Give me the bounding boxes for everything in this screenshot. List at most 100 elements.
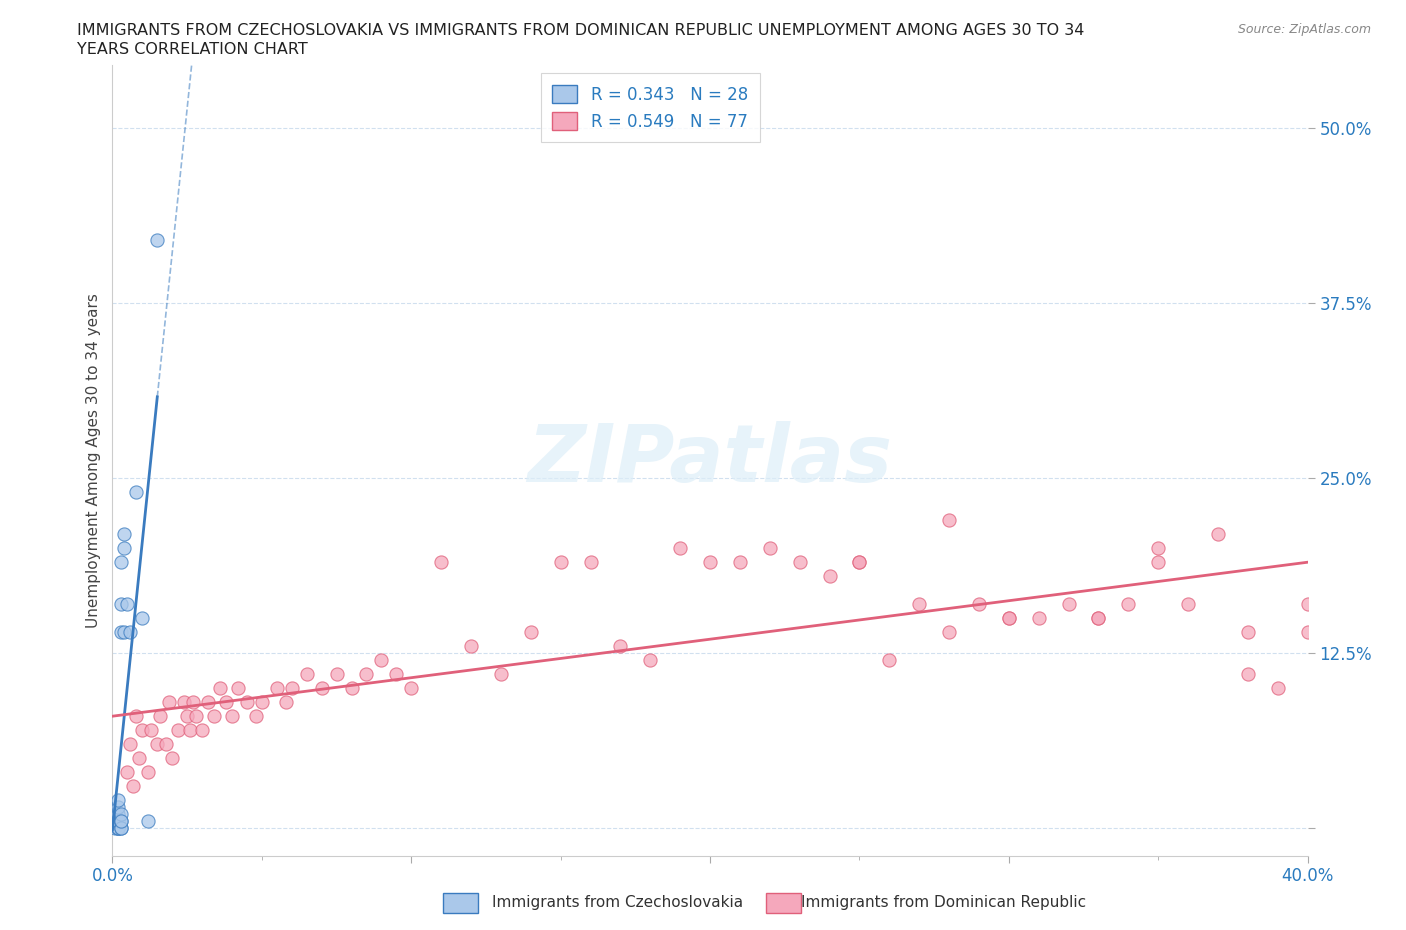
Point bbox=[104, 806, 127, 821]
Point bbox=[1296, 596, 1319, 611]
Point bbox=[938, 512, 960, 527]
Point bbox=[728, 554, 751, 569]
Point bbox=[104, 820, 127, 835]
Point bbox=[1118, 596, 1140, 611]
Point bbox=[155, 737, 177, 751]
Point bbox=[1147, 554, 1170, 569]
Point bbox=[550, 554, 572, 569]
Point bbox=[202, 709, 225, 724]
Point bbox=[107, 820, 129, 835]
Point bbox=[120, 737, 142, 751]
Point bbox=[107, 799, 129, 814]
Y-axis label: Unemployment Among Ages 30 to 34 years: Unemployment Among Ages 30 to 34 years bbox=[86, 293, 101, 628]
Point bbox=[149, 709, 172, 724]
Point bbox=[138, 764, 160, 779]
Point bbox=[266, 680, 288, 695]
Point bbox=[295, 666, 318, 681]
Point bbox=[250, 695, 273, 710]
Point bbox=[107, 813, 129, 828]
Point bbox=[340, 680, 363, 695]
Point bbox=[579, 554, 602, 569]
Point bbox=[356, 666, 378, 681]
Point bbox=[998, 610, 1021, 625]
Point bbox=[609, 638, 631, 653]
Point bbox=[1206, 526, 1229, 541]
Point bbox=[1028, 610, 1050, 625]
Point bbox=[848, 554, 870, 569]
Point bbox=[110, 813, 132, 828]
Point bbox=[226, 680, 249, 695]
Point bbox=[197, 695, 219, 710]
Point bbox=[1267, 680, 1289, 695]
Point bbox=[125, 709, 148, 724]
Point bbox=[879, 652, 901, 667]
Point bbox=[370, 652, 392, 667]
Point bbox=[221, 709, 243, 724]
Point bbox=[110, 554, 132, 569]
Point bbox=[107, 820, 129, 835]
Point bbox=[236, 695, 259, 710]
Point bbox=[107, 813, 129, 828]
Point bbox=[430, 554, 453, 569]
Point bbox=[173, 695, 195, 710]
Point bbox=[110, 806, 132, 821]
Point bbox=[1237, 624, 1260, 639]
Point bbox=[759, 540, 782, 555]
Point bbox=[110, 596, 132, 611]
Point bbox=[107, 792, 129, 807]
Point bbox=[789, 554, 811, 569]
Text: ZIPatlas: ZIPatlas bbox=[527, 421, 893, 499]
Point bbox=[1296, 624, 1319, 639]
Point bbox=[401, 680, 423, 695]
Point bbox=[215, 695, 238, 710]
Point bbox=[104, 813, 127, 828]
Text: YEARS CORRELATION CHART: YEARS CORRELATION CHART bbox=[77, 42, 308, 57]
Point bbox=[1147, 540, 1170, 555]
Point bbox=[1087, 610, 1109, 625]
Text: Immigrants from Czechoslovakia: Immigrants from Czechoslovakia bbox=[492, 895, 744, 910]
Point bbox=[699, 554, 721, 569]
Point bbox=[141, 723, 163, 737]
Point bbox=[157, 695, 180, 710]
Point bbox=[848, 554, 870, 569]
Point bbox=[131, 610, 153, 625]
Point bbox=[640, 652, 662, 667]
Point bbox=[114, 540, 135, 555]
Text: Immigrants from Dominican Republic: Immigrants from Dominican Republic bbox=[801, 895, 1087, 910]
Point bbox=[107, 806, 129, 821]
Point bbox=[125, 485, 148, 499]
Point bbox=[186, 709, 208, 724]
Point bbox=[122, 778, 145, 793]
Point bbox=[311, 680, 333, 695]
Point bbox=[281, 680, 304, 695]
Point bbox=[209, 680, 232, 695]
Point bbox=[1087, 610, 1109, 625]
Text: IMMIGRANTS FROM CZECHOSLOVAKIA VS IMMIGRANTS FROM DOMINICAN REPUBLIC UNEMPLOYMEN: IMMIGRANTS FROM CZECHOSLOVAKIA VS IMMIGR… bbox=[77, 23, 1084, 38]
Point bbox=[938, 624, 960, 639]
Point bbox=[114, 526, 135, 541]
Point bbox=[117, 764, 139, 779]
Point bbox=[325, 666, 347, 681]
Point bbox=[120, 624, 142, 639]
Point bbox=[131, 723, 153, 737]
Point bbox=[176, 709, 198, 724]
Point bbox=[908, 596, 931, 611]
Point bbox=[110, 813, 132, 828]
Point bbox=[110, 820, 132, 835]
Point bbox=[998, 610, 1021, 625]
Legend: R = 0.343   N = 28, R = 0.549   N = 77: R = 0.343 N = 28, R = 0.549 N = 77 bbox=[541, 73, 759, 142]
Point bbox=[245, 709, 267, 724]
Point bbox=[162, 751, 183, 765]
Point bbox=[1237, 666, 1260, 681]
Point bbox=[1057, 596, 1080, 611]
Point bbox=[818, 568, 841, 583]
Point bbox=[385, 666, 408, 681]
Point bbox=[107, 820, 129, 835]
Point bbox=[179, 723, 201, 737]
Point bbox=[117, 596, 139, 611]
Point bbox=[110, 624, 132, 639]
Point bbox=[669, 540, 692, 555]
Text: Source: ZipAtlas.com: Source: ZipAtlas.com bbox=[1237, 23, 1371, 36]
Point bbox=[274, 695, 297, 710]
Point bbox=[181, 695, 204, 710]
